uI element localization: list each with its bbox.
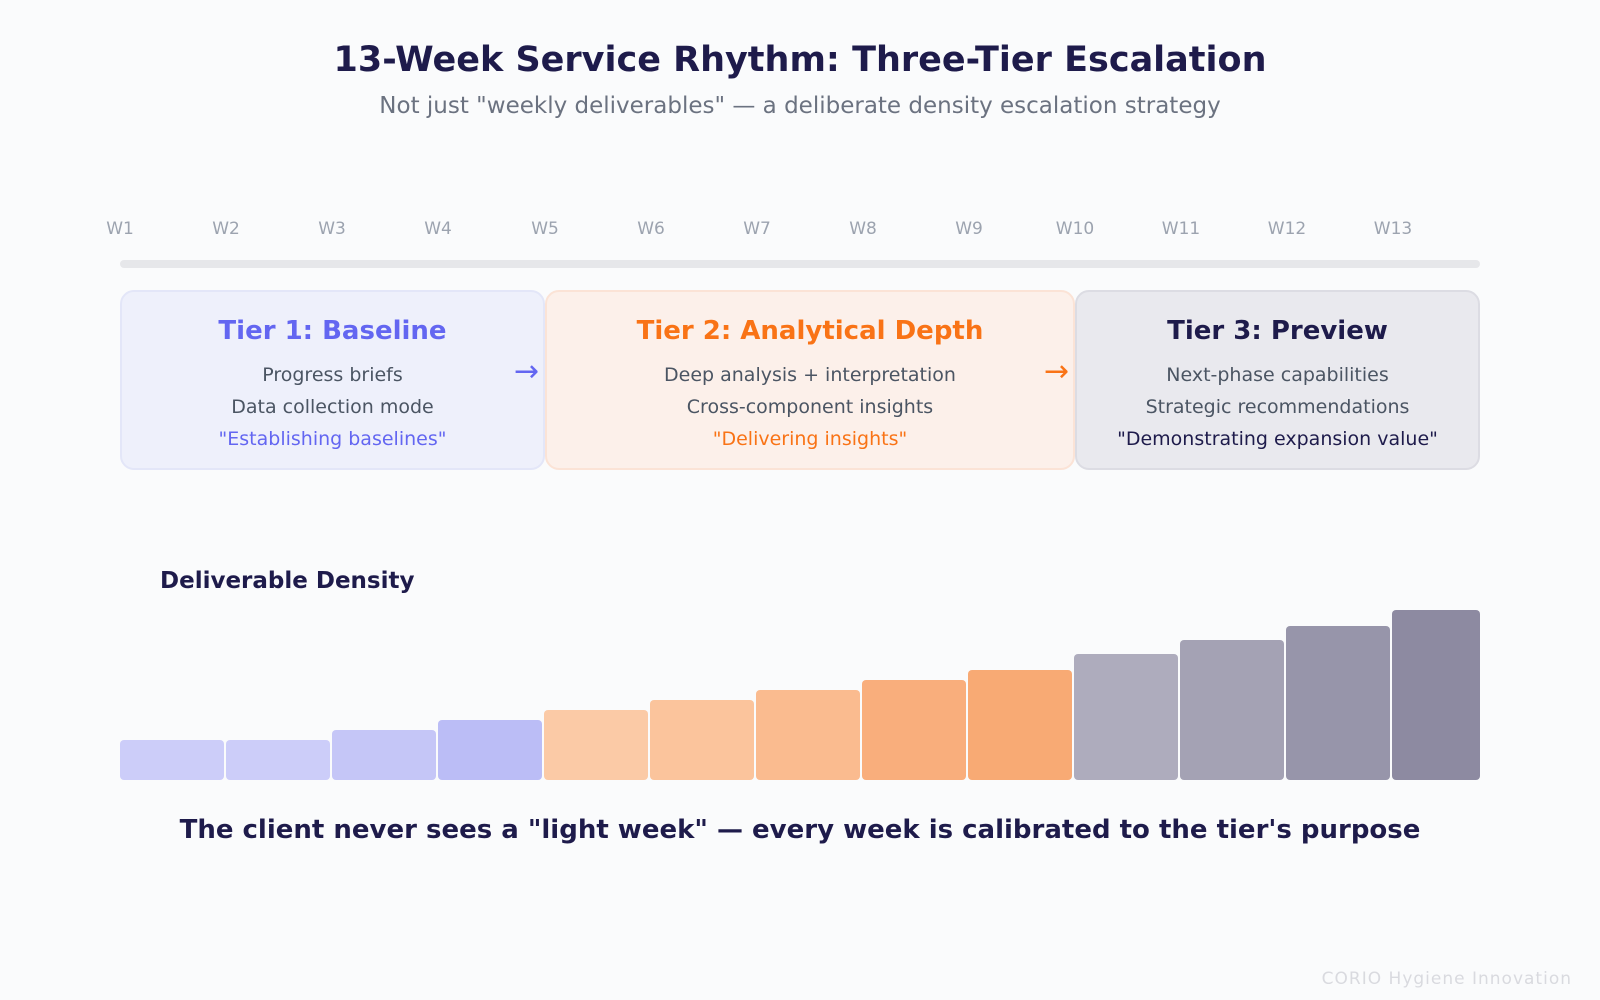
density-bar	[862, 680, 966, 780]
tier-line: Strategic recommendations	[1145, 396, 1410, 418]
density-bar	[1180, 640, 1284, 780]
density-bar	[968, 670, 1072, 780]
week-label: W10	[1055, 219, 1095, 239]
tier-3-card: Tier 3: Preview Next-phase capabilities …	[1075, 290, 1480, 470]
tier-line: Data collection mode	[231, 396, 434, 418]
density-bar	[1286, 626, 1390, 780]
week-label: W7	[743, 219, 771, 239]
week-label: W2	[212, 219, 240, 239]
week-label: W3	[318, 219, 346, 239]
week-label: W1	[106, 219, 134, 239]
page-title: 13-Week Service Rhythm: Three-Tier Escal…	[333, 40, 1267, 80]
tier-line: Cross-component insights	[686, 396, 934, 418]
density-bar	[544, 710, 648, 780]
tier-line: Progress briefs	[262, 364, 403, 386]
watermark: CORIO Hygiene Innovation	[1321, 969, 1572, 989]
page-subtitle: Not just "weekly deliverables" — a delib…	[379, 93, 1221, 119]
tier-quote: "Establishing baselines"	[218, 428, 447, 450]
density-bar	[332, 730, 436, 780]
density-bar	[120, 740, 224, 780]
week-label: W13	[1373, 219, 1413, 239]
tier-1-card: Tier 1: Baseline Progress briefs Data co…	[120, 290, 545, 470]
timeline-track	[120, 260, 1480, 268]
arrow-right-icon: →	[1044, 354, 1070, 389]
week-label: W8	[849, 219, 877, 239]
tier-line: Next-phase capabilities	[1166, 364, 1389, 386]
density-bar	[756, 690, 860, 780]
density-bar-chart	[120, 600, 1480, 780]
week-label: W11	[1161, 219, 1201, 239]
tier-2-card: Tier 2: Analytical Depth Deep analysis +…	[545, 290, 1075, 470]
density-bar	[1392, 610, 1480, 780]
tier-title: Tier 3: Preview	[1167, 316, 1388, 346]
tier-line: Deep analysis + interpretation	[664, 364, 956, 386]
arrow-right-icon: →	[514, 354, 540, 389]
week-label: W12	[1267, 219, 1307, 239]
density-bar	[1074, 654, 1178, 780]
density-bar	[438, 720, 542, 780]
week-label: W4	[424, 219, 452, 239]
footer-note: The client never sees a "light week" — e…	[179, 815, 1421, 845]
density-bar	[226, 740, 330, 780]
tier-quote: "Delivering insights"	[712, 428, 908, 450]
tier-title: Tier 1: Baseline	[218, 316, 447, 346]
week-label: W6	[637, 219, 665, 239]
week-label: W5	[531, 219, 559, 239]
tier-quote: "Demonstrating expansion value"	[1117, 428, 1438, 450]
density-bar	[650, 700, 754, 780]
tier-title: Tier 2: Analytical Depth	[636, 316, 984, 346]
week-label: W9	[955, 219, 983, 239]
density-chart-label: Deliverable Density	[160, 568, 415, 594]
